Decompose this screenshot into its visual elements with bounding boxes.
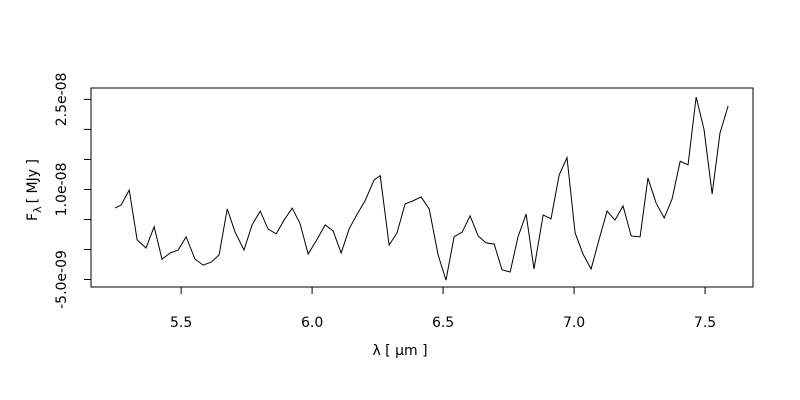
y-tick-label: 2.5e-08 — [54, 73, 70, 127]
x-tick-label: 5.5 — [170, 315, 192, 331]
y-label-symbol: F — [25, 213, 41, 221]
y-tick-label: -5.0e-09 — [54, 250, 70, 309]
x-tick-label: 7.0 — [563, 315, 585, 331]
x-tick-label: 6.5 — [432, 315, 454, 331]
plot-box — [90, 87, 754, 288]
x-tick-label: 7.5 — [694, 315, 716, 331]
x-axis-label: λ [ μm ] — [372, 343, 427, 359]
x-tick-label: 6.0 — [301, 315, 323, 331]
y-axis-label: Fλ [ MJy ] — [25, 159, 44, 221]
data-line — [114, 96, 729, 281]
y-tick-label: 1.0e-08 — [54, 163, 70, 217]
y-label-unit: [ MJy ] — [25, 159, 41, 203]
y-label-subscript: λ — [31, 206, 44, 213]
